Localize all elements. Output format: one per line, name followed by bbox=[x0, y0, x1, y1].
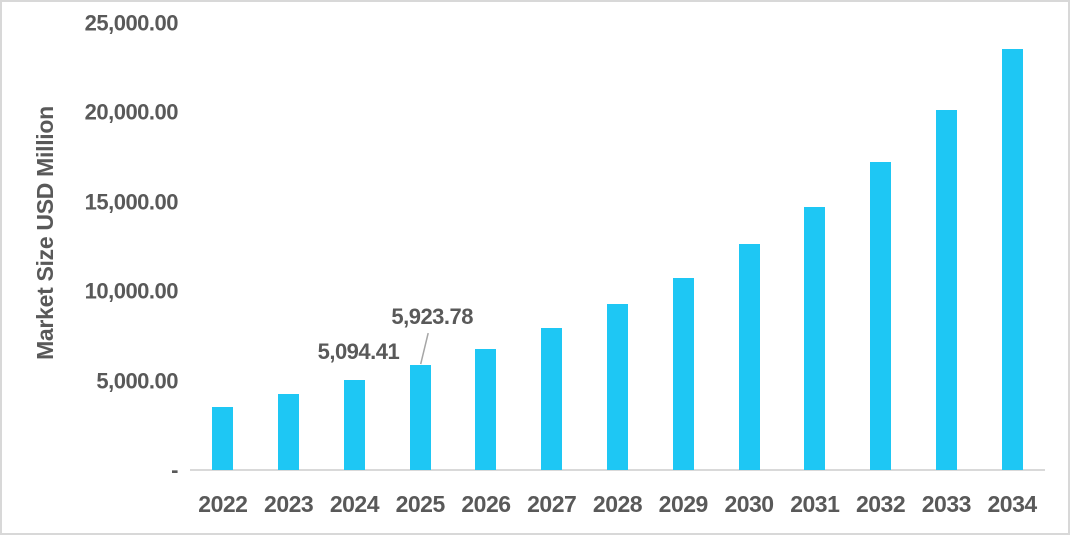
x-axis-label-2032: 2032 bbox=[855, 491, 906, 517]
x-axis-label-2024: 2024 bbox=[329, 491, 380, 517]
bar-2030 bbox=[738, 243, 760, 470]
bar-2032 bbox=[870, 162, 892, 470]
data-label-2025: 5,923.78 bbox=[391, 304, 474, 330]
x-axis-line bbox=[190, 469, 1045, 471]
bar-2024 bbox=[343, 379, 365, 470]
x-axis-label-2029: 2029 bbox=[658, 491, 709, 517]
bar-2025 bbox=[409, 365, 431, 470]
x-axis-label-2031: 2031 bbox=[790, 491, 840, 517]
x-axis-label-2027: 2027 bbox=[527, 491, 577, 517]
y-tick-label: 20,000.00 bbox=[84, 99, 179, 125]
bar-2034 bbox=[1001, 49, 1023, 470]
bar-2026 bbox=[475, 348, 497, 470]
x-axis-label-2033: 2033 bbox=[921, 491, 972, 517]
y-tick-label: 10,000.00 bbox=[84, 278, 179, 304]
bar-2031 bbox=[804, 207, 826, 470]
bar-2027 bbox=[541, 327, 563, 470]
bar-2028 bbox=[607, 304, 628, 470]
y-tick-label: - bbox=[171, 457, 178, 483]
data-label-2024: 5,094.41 bbox=[317, 338, 400, 364]
x-axis-label-2030: 2030 bbox=[724, 491, 774, 517]
x-axis-label-2034: 2034 bbox=[987, 491, 1038, 517]
x-axis-label-2026: 2026 bbox=[461, 491, 511, 517]
bar-2023 bbox=[278, 394, 300, 470]
x-axis-label-2022: 2022 bbox=[198, 491, 248, 517]
y-axis-title: Market Size USD Million bbox=[32, 106, 58, 360]
leader-line-2025 bbox=[419, 332, 429, 365]
bar-2022 bbox=[212, 407, 234, 470]
bar-2029 bbox=[672, 277, 694, 470]
x-axis-label-2028: 2028 bbox=[592, 491, 643, 517]
y-tick-label: 15,000.00 bbox=[84, 189, 179, 215]
x-axis-label-2023: 2023 bbox=[264, 491, 314, 517]
bar-2033 bbox=[935, 109, 957, 470]
x-axis-label-2025: 2025 bbox=[395, 491, 446, 517]
y-tick-label: 25,000.00 bbox=[84, 10, 179, 36]
y-tick-label: 5,000.00 bbox=[96, 368, 178, 394]
